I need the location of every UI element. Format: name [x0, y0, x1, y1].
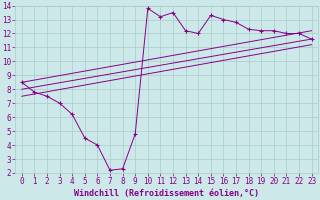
X-axis label: Windchill (Refroidissement éolien,°C): Windchill (Refroidissement éolien,°C) — [74, 189, 259, 198]
